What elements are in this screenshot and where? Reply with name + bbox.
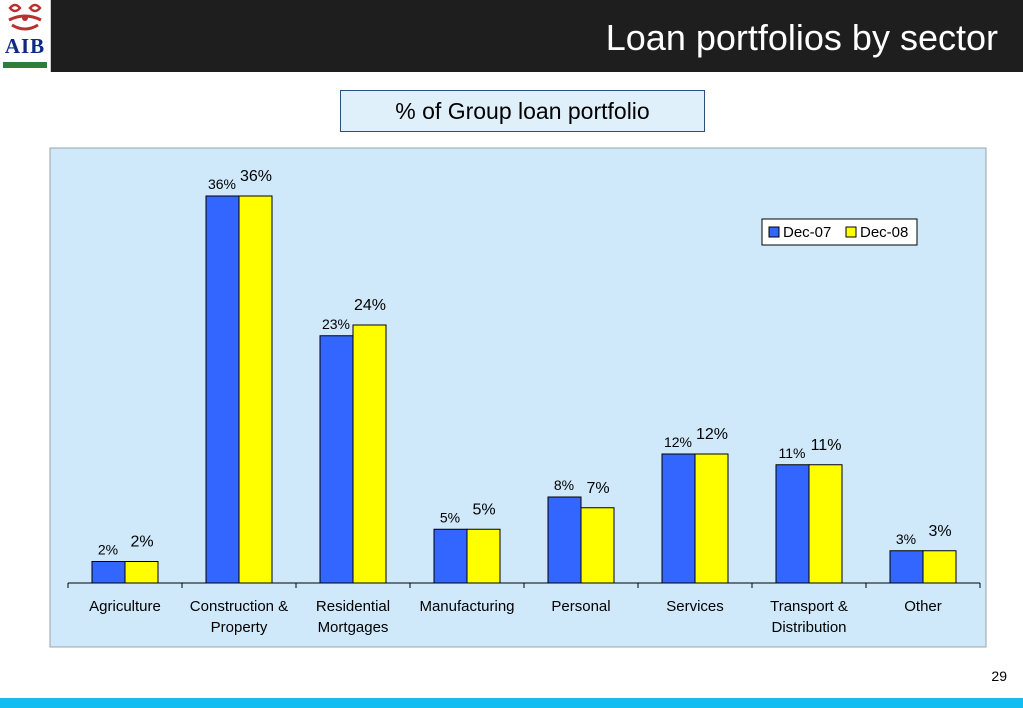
bar-dec08	[694, 453, 729, 584]
data-label: 5%	[472, 501, 495, 518]
category-label: Personal	[551, 598, 610, 615]
category-label: Manufacturing	[419, 598, 514, 615]
footer-bar	[0, 698, 1023, 708]
bar-dec07	[889, 550, 924, 584]
data-label: 2%	[130, 534, 153, 551]
data-label: 12%	[696, 426, 728, 443]
legend-label: Dec-08	[860, 224, 908, 241]
data-label: 36%	[240, 168, 272, 185]
legend-swatch-dec08	[845, 226, 857, 238]
bar-dec07	[547, 496, 582, 584]
logo-text: AIB	[4, 34, 46, 58]
bar-dec08	[238, 195, 273, 584]
data-label: 12%	[664, 434, 692, 450]
bar-dec08	[580, 507, 615, 584]
bar-dec08	[124, 561, 159, 584]
legend-box	[761, 218, 918, 246]
data-label: 3%	[928, 523, 951, 540]
category-label: Other	[904, 598, 942, 615]
bar-dec07	[91, 561, 126, 584]
ark-emblem-icon	[8, 3, 42, 31]
data-label: 3%	[896, 531, 916, 547]
page-number: 29	[991, 668, 1007, 684]
category-label: Residential	[316, 598, 390, 615]
bar-dec07	[433, 528, 468, 584]
data-label: 23%	[322, 316, 350, 332]
bar-dec08	[466, 528, 501, 584]
bar-dec08	[808, 464, 843, 584]
header-bar: AIB Loan portfolios by sector	[0, 0, 1023, 72]
bar-dec07	[775, 464, 810, 584]
data-label: 11%	[811, 437, 842, 454]
data-label: 24%	[354, 297, 386, 314]
aib-logo: AIB	[0, 0, 51, 72]
legend-swatch-dec07	[768, 226, 780, 238]
category-label: Agriculture	[89, 598, 161, 615]
category-label: Distribution	[771, 619, 846, 636]
slide-title: Loan portfolios by sector	[605, 17, 998, 58]
bar-dec08	[922, 550, 957, 584]
legend-label: Dec-07	[783, 224, 831, 241]
data-label: 2%	[98, 542, 118, 558]
category-label: Transport &	[770, 598, 848, 615]
category-label: Mortgages	[318, 619, 389, 636]
category-label: Services	[666, 598, 724, 615]
bar-dec07	[661, 453, 696, 584]
data-label: 36%	[208, 176, 236, 192]
category-label: Property	[211, 619, 268, 636]
data-label: 5%	[440, 509, 460, 525]
chart-subtitle: % of Group loan portfolio	[340, 90, 705, 132]
category-label: Construction &	[190, 598, 288, 615]
data-label: 7%	[586, 480, 609, 497]
bar-dec08	[352, 324, 387, 584]
bar-dec07	[205, 195, 240, 584]
data-label: 8%	[554, 477, 574, 493]
logo-stripe	[3, 62, 47, 68]
bar-dec07	[319, 335, 354, 584]
data-label: 11%	[779, 445, 806, 461]
